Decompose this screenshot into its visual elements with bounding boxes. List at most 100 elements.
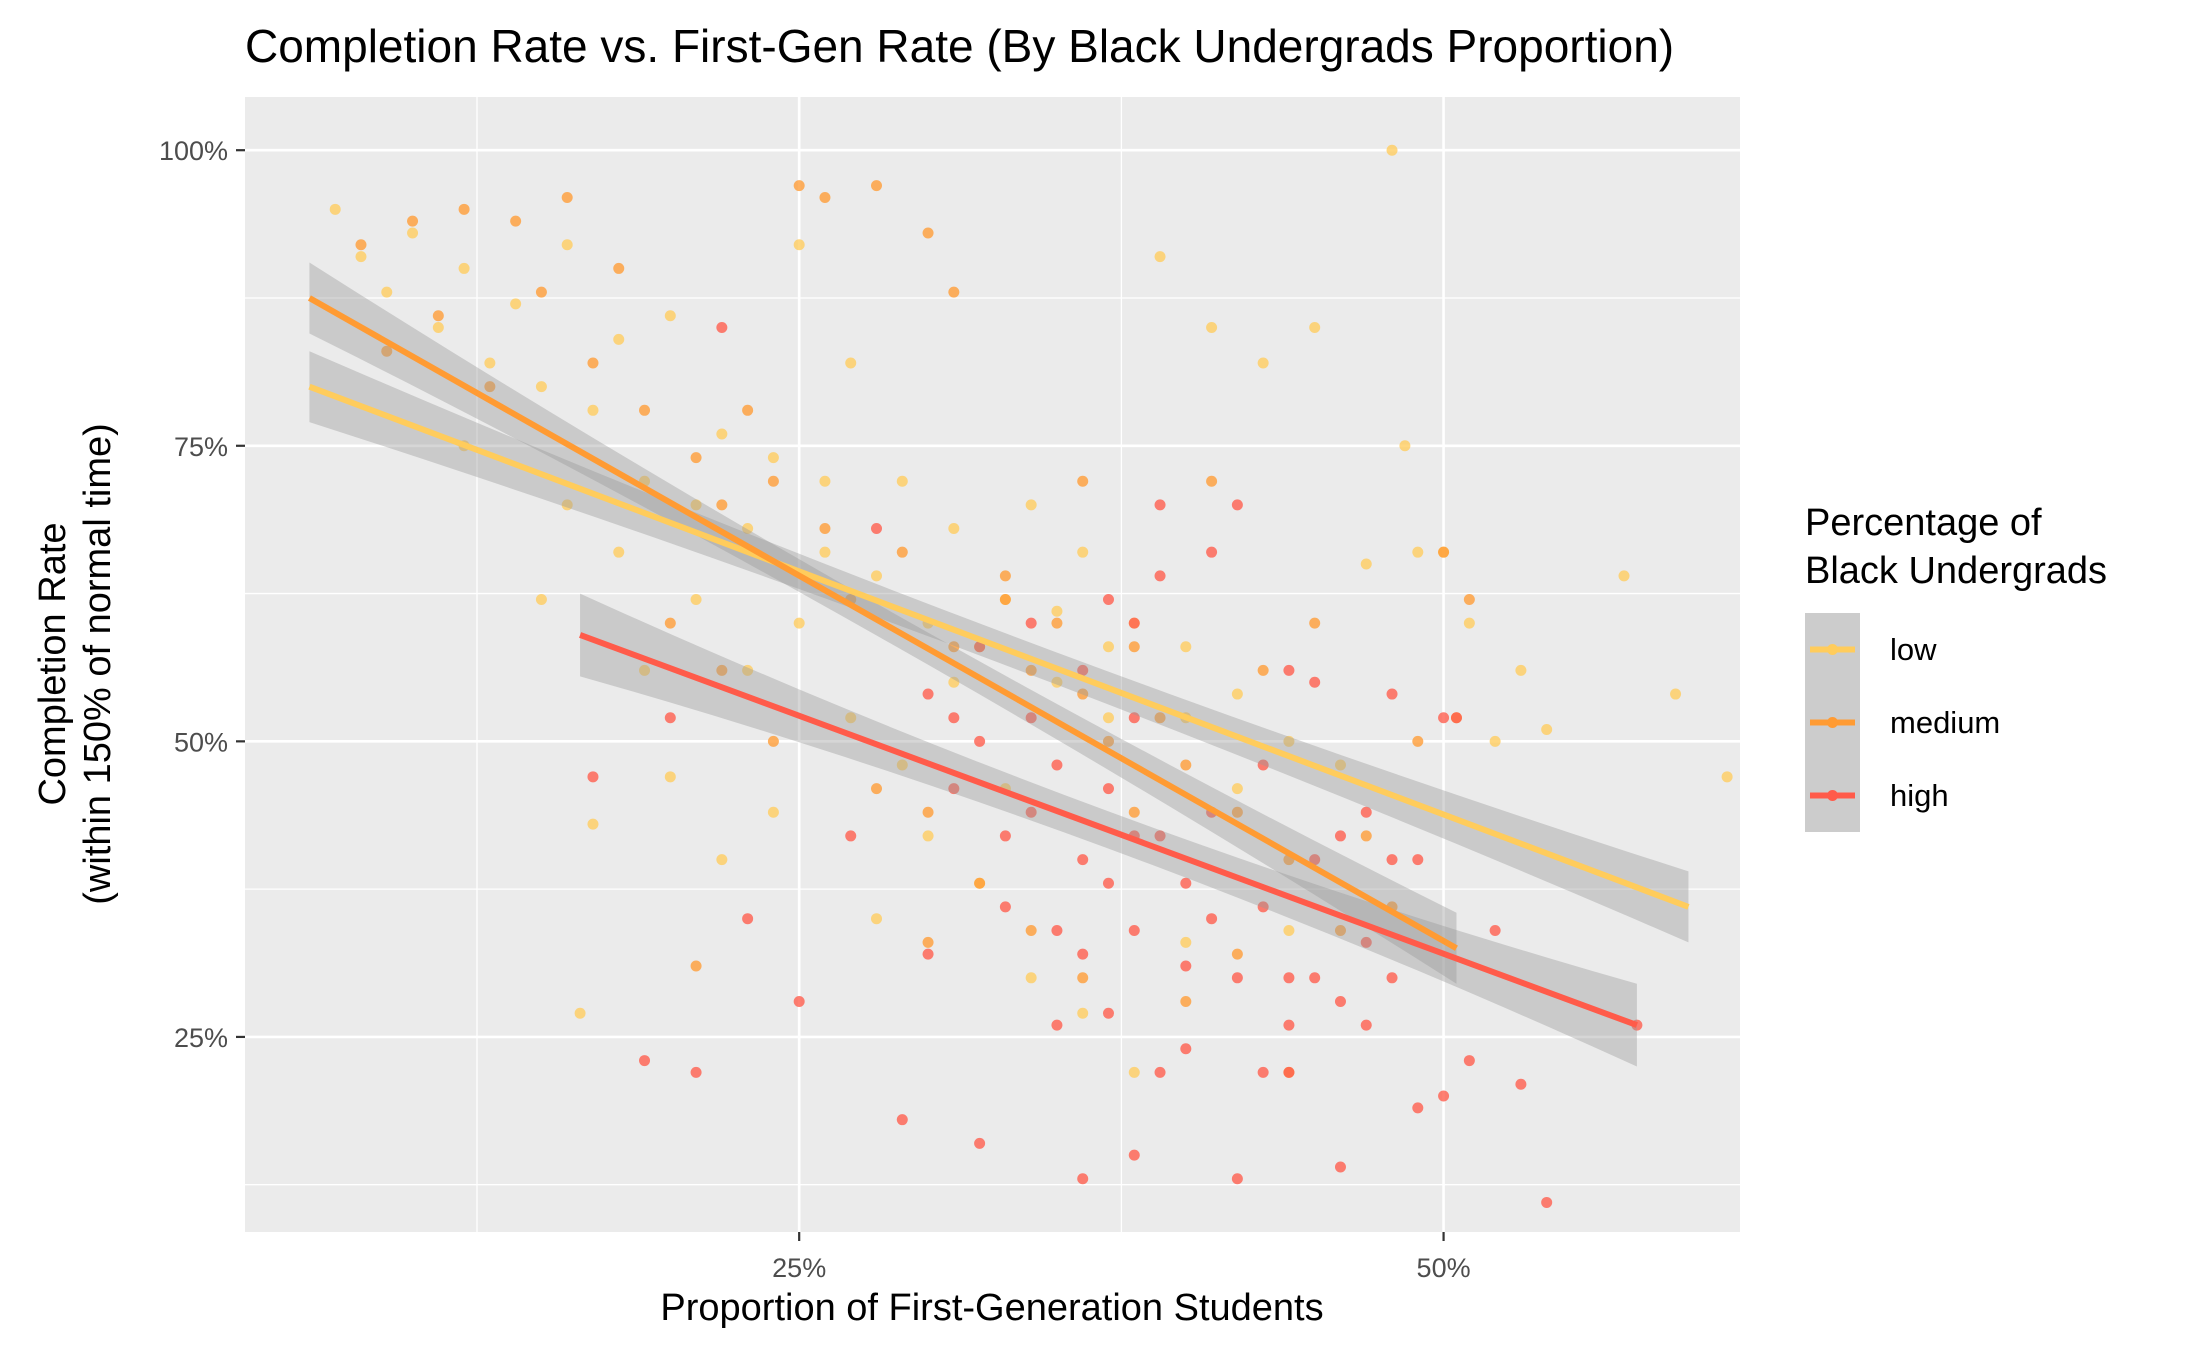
data-point-low — [561, 499, 573, 511]
data-point-low — [1386, 144, 1398, 156]
data-point-high — [1231, 499, 1243, 511]
data-point-high — [1102, 877, 1114, 889]
data-point-medium — [1309, 617, 1321, 629]
data-point-medium — [1051, 617, 1063, 629]
data-point-medium — [664, 617, 676, 629]
data-point-low — [535, 593, 547, 605]
data-point-low — [1618, 570, 1630, 582]
data-point-high — [1051, 1019, 1063, 1031]
data-point-high — [1334, 830, 1346, 842]
data-point-low — [716, 854, 728, 866]
data-point-low — [1283, 925, 1295, 937]
data-point-high — [1154, 570, 1166, 582]
data-point-high — [639, 1055, 651, 1067]
data-point-high — [1051, 925, 1063, 937]
axes: 25% 50% 25% 50% 75% 100% — [159, 136, 1471, 1283]
y-tick-label: 75% — [174, 432, 228, 462]
data-point-medium — [767, 475, 779, 487]
data-point-low — [329, 203, 341, 215]
data-point-medium — [407, 215, 419, 227]
data-point-medium — [922, 806, 934, 818]
data-point-low — [1102, 641, 1114, 653]
y-tick-label: 100% — [159, 136, 228, 166]
data-point-high — [664, 712, 676, 724]
data-point-low — [1102, 712, 1114, 724]
data-point-high — [1386, 854, 1398, 866]
data-point-low — [1231, 688, 1243, 700]
data-point-medium — [1231, 948, 1243, 960]
x-axis-title: Proportion of First-Generation Students — [660, 1287, 1323, 1329]
data-point-high — [1077, 948, 1089, 960]
data-point-high — [1283, 664, 1295, 676]
data-point-low — [1025, 499, 1037, 511]
y-axis-title-line-2: (within 150% of normal time) — [77, 423, 119, 905]
data-point-medium — [1412, 735, 1424, 747]
data-point-low — [1541, 724, 1553, 736]
data-point-low — [355, 251, 367, 263]
legend-label-medium: medium — [1890, 705, 2000, 740]
data-point-high — [1257, 1066, 1269, 1078]
data-point-medium — [1025, 925, 1037, 937]
trend-line-low — [308, 383, 1690, 910]
data-point-medium — [716, 664, 728, 676]
data-point-high — [1051, 759, 1063, 771]
data-point-low — [1077, 1007, 1089, 1019]
data-point-high — [1077, 664, 1089, 676]
data-point-high — [896, 1114, 908, 1126]
data-point-high — [1489, 925, 1501, 937]
data-point-high — [922, 688, 934, 700]
data-point-medium — [922, 227, 934, 239]
data-point-low — [690, 499, 702, 511]
data-point-low — [742, 523, 754, 535]
data-point-medium — [1154, 712, 1166, 724]
data-point-medium — [432, 310, 444, 322]
data-point-medium — [767, 735, 779, 747]
data-point-low — [767, 806, 779, 818]
data-point-low — [948, 676, 960, 688]
data-point-low — [1154, 251, 1166, 263]
data-point-low — [1721, 771, 1733, 783]
data-point-low — [1399, 440, 1411, 452]
data-point-low — [1025, 972, 1037, 984]
data-point-high — [1180, 1043, 1192, 1055]
data-point-high — [948, 783, 960, 795]
data-point-low — [1231, 783, 1243, 795]
data-point-low — [793, 617, 805, 629]
data-point-medium — [999, 593, 1011, 605]
data-point-medium — [999, 570, 1011, 582]
data-point-high — [1128, 925, 1140, 937]
data-point-low — [613, 333, 625, 345]
data-point-medium — [793, 180, 805, 192]
data-point-low — [871, 913, 883, 925]
x-tick-label: 25% — [772, 1253, 826, 1283]
data-point-low — [432, 322, 444, 334]
data-point-medium — [1334, 925, 1346, 937]
data-point-medium — [1180, 759, 1192, 771]
y-axis-title-line-1: Completion Rate — [32, 522, 74, 805]
data-point-low — [819, 546, 831, 558]
data-point-high — [1077, 854, 1089, 866]
data-point-medium — [1128, 806, 1140, 818]
data-point-low — [1515, 664, 1527, 676]
data-point-high — [1128, 1149, 1140, 1161]
trend-line-medium — [307, 295, 1458, 951]
data-point-high — [1180, 877, 1192, 889]
data-point-medium — [1077, 475, 1089, 487]
data-point-medium — [484, 381, 496, 393]
data-point-high — [1025, 806, 1037, 818]
data-point-low — [664, 310, 676, 322]
data-point-high — [1438, 712, 1450, 724]
data-point-medium — [1206, 475, 1218, 487]
legend-title-line-2: Black Undergrads — [1805, 550, 2107, 592]
data-point-high — [1386, 688, 1398, 700]
data-point-high — [1025, 712, 1037, 724]
y-tick-label: 25% — [174, 1023, 228, 1053]
data-point-high — [1257, 759, 1269, 771]
data-point-low — [587, 818, 599, 830]
chart-title: Completion Rate vs. First-Gen Rate (By B… — [245, 20, 1674, 72]
data-point-low — [845, 357, 857, 369]
data-point-medium — [1025, 664, 1037, 676]
data-point-low — [574, 1007, 586, 1019]
data-point-high — [1360, 1019, 1372, 1031]
data-point-high — [1154, 499, 1166, 511]
